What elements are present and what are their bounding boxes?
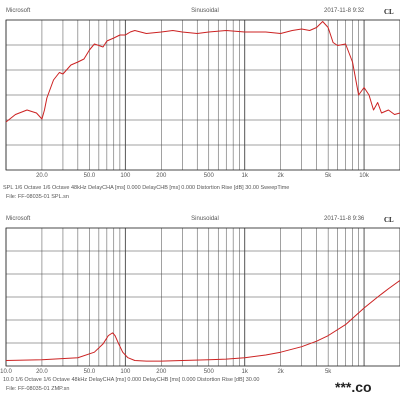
chart2-header-left: Microsoft	[6, 216, 31, 222]
chart2-x-tick-label: 1k	[242, 369, 249, 375]
chart1-header-left: Microsoft	[6, 8, 31, 14]
chart2-x-tick-label: 500	[204, 369, 215, 375]
chart1-footer-line2: File: FF-08035-01 SPL.sn	[6, 194, 69, 200]
chart1-frame	[5, 19, 400, 171]
chart2-footer-line2: File: FF-08035-01 ZMP.sn	[6, 386, 69, 392]
watermark: ***.co	[335, 379, 372, 395]
chart2-frame	[5, 227, 400, 367]
chart2-x-tick-label: 10.0	[0, 369, 12, 375]
chart2-series-line	[5, 280, 400, 362]
chart1-x-tick-label: 2k	[277, 173, 284, 179]
chart2-x-tick-label: 20.0	[36, 369, 48, 375]
chart2-x-tick-label: 5k	[325, 369, 332, 375]
chart2-x-tick-label: 200	[156, 369, 167, 375]
chart1-brand: CL	[384, 8, 394, 16]
chart2-footer-line1: 10.0 1/6 Octave 1/6 Octave 48kHz DelayCH…	[3, 377, 259, 383]
chart1-x-tick-label: 50.0	[84, 173, 96, 179]
chart1-x-tick-label: 20.0	[36, 173, 48, 179]
chart1-header-center: Sinusoidal	[191, 8, 219, 14]
chart2-plot-area: 10.0 20.0 50.0 100 200 500 1k 2k 5k	[0, 227, 400, 375]
chart2-header-right: 2017-11-8 9:36	[324, 216, 365, 222]
chart1-x-tick-label: 1k	[242, 173, 249, 179]
chart1-x-tick-label: 5k	[325, 173, 332, 179]
chart1-footer-line1: SPL 1/6 Octave 1/6 Octave 48kHz DelayCHA…	[3, 185, 289, 191]
chart1-x-tick-label: 100	[120, 173, 131, 179]
chart1-x-tick-label: 200	[156, 173, 167, 179]
chart1-header-right: 2017-11-8 9:32	[324, 8, 365, 14]
chart2-header-center: Sinusoidal	[191, 216, 219, 222]
chart2-x-tick-label: 100	[120, 369, 131, 375]
chart2-x-tick-label: 2k	[277, 369, 284, 375]
chart1-series-line	[5, 21, 400, 123]
chart1-x-tick-label: 500	[204, 173, 215, 179]
chart1-x-tick-label: 10k	[359, 173, 370, 179]
chart2-brand: CL	[384, 216, 394, 224]
chart1-plot-area: 20.0 50.0 100 200 500 1k 2k 5k 10k	[5, 19, 400, 179]
chart2-x-tick-label: 50.0	[84, 369, 96, 375]
